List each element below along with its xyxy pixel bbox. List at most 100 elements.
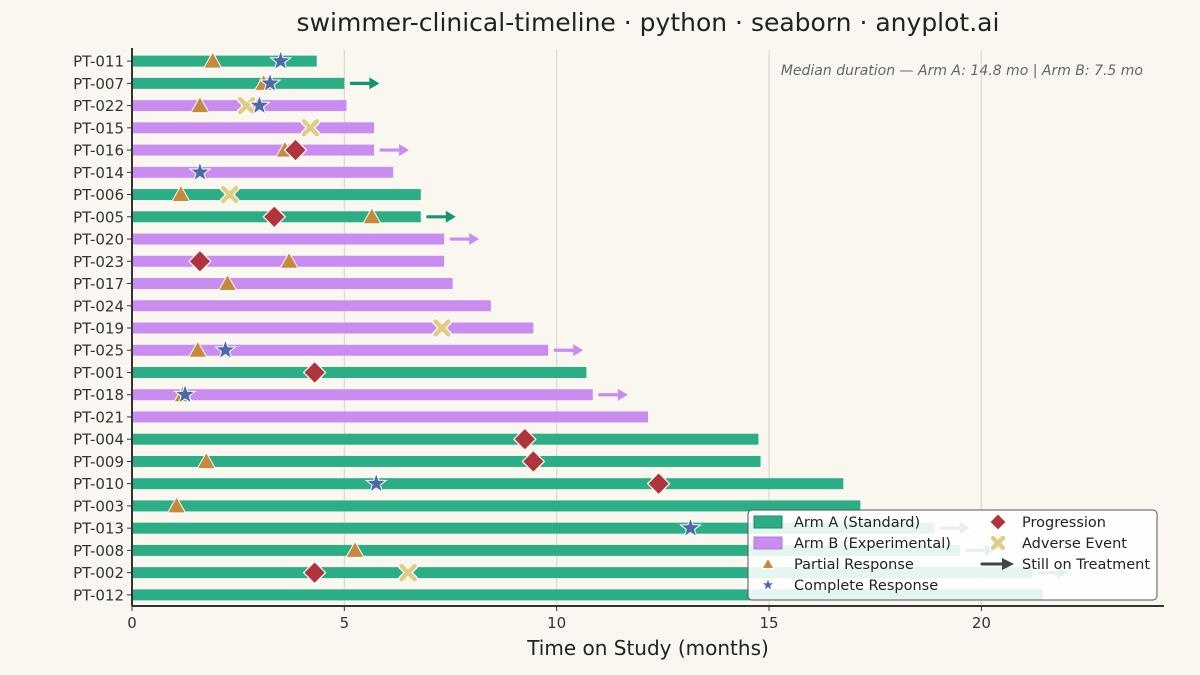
legend-item-partial: Partial Response xyxy=(761,557,914,573)
complete-response-marker xyxy=(269,49,293,71)
bar-pt-014 xyxy=(132,166,394,178)
y-tick-label: PT-007 xyxy=(73,75,124,93)
progression-marker xyxy=(988,512,1008,532)
complete-response-marker xyxy=(248,93,271,116)
y-tick-label: PT-004 xyxy=(73,431,124,449)
legend-label: Partial Response xyxy=(794,557,914,573)
bar-pt-003 xyxy=(132,500,861,512)
complete-response-marker xyxy=(188,160,212,183)
chart-title: swimmer-clinical-timeline · python · sea… xyxy=(297,8,1000,37)
complete-response-marker xyxy=(364,471,388,494)
legend-label: Arm A (Standard) xyxy=(794,515,920,531)
y-tick-label: PT-017 xyxy=(73,275,124,293)
progression-marker xyxy=(521,449,546,474)
legend: Arm A (Standard) Arm B (Experimental) Part… xyxy=(747,509,1158,601)
y-tick-label: PT-020 xyxy=(73,231,124,249)
bar-pt-018 xyxy=(132,389,593,401)
bar-pt-019 xyxy=(132,322,534,334)
adverse-event-marker xyxy=(236,95,257,116)
y-tick-label: PT-010 xyxy=(73,475,124,493)
ongoing-arrow xyxy=(449,233,480,246)
x-tick-label: 15 xyxy=(759,614,778,632)
event-markers-group xyxy=(166,49,702,585)
adverse-event-marker xyxy=(219,184,240,205)
partial-response-marker xyxy=(761,557,775,570)
complete-response-marker xyxy=(258,71,282,94)
legend-item-arm-b: Arm B (Experimental) xyxy=(753,536,951,552)
progression-marker xyxy=(646,471,671,496)
y-tick-label: PT-003 xyxy=(73,497,124,515)
x-tick-label: 20 xyxy=(972,614,991,632)
y-tick-label: PT-015 xyxy=(73,119,124,137)
bar-pt-011 xyxy=(132,55,317,67)
progression-marker xyxy=(302,560,327,585)
y-tick-label: PT-006 xyxy=(73,186,124,204)
x-tick-label: 0 xyxy=(127,614,137,632)
y-tick-label: PT-022 xyxy=(73,97,124,115)
bar-pt-009 xyxy=(132,455,761,467)
partial-response-marker xyxy=(196,451,217,469)
bar-pt-001 xyxy=(132,366,587,378)
bar-pt-022 xyxy=(132,100,347,112)
adverse-event-marker xyxy=(432,318,453,338)
adverse-event-marker xyxy=(300,117,321,138)
bar-pt-020 xyxy=(132,233,445,245)
x-tick-labels: 0 5 10 15 20 xyxy=(127,606,991,632)
x-axis-label: Time on Study (months) xyxy=(526,636,769,660)
ongoing-arrow xyxy=(553,344,584,357)
complete-response-marker xyxy=(760,576,776,592)
y-tick-label: PT-012 xyxy=(73,586,124,604)
complete-response-marker xyxy=(214,338,237,360)
partial-response-marker xyxy=(166,495,187,514)
complete-response-marker xyxy=(173,382,197,405)
adverse-event-marker xyxy=(398,562,419,583)
legend-item-arm-a: Arm A (Standard) xyxy=(753,515,920,531)
y-tick-label: PT-013 xyxy=(73,520,124,538)
y-tick-label: PT-019 xyxy=(73,320,124,338)
bar-pt-016 xyxy=(132,144,375,156)
y-tick-label: PT-001 xyxy=(73,364,124,382)
y-tick-label: PT-008 xyxy=(73,542,124,560)
partial-response-marker xyxy=(170,184,191,203)
legend-label: Progression xyxy=(1022,515,1106,531)
legend-item-adverse: Adverse Event xyxy=(989,534,1127,552)
legend-label: Still on Treatment xyxy=(1022,557,1150,573)
y-tick-label: PT-021 xyxy=(73,408,124,426)
legend-box xyxy=(747,509,1158,601)
partial-response-marker xyxy=(345,540,365,558)
y-tick-label: PT-014 xyxy=(73,164,124,182)
legend-label: Adverse Event xyxy=(1022,536,1127,552)
y-tick-label: PT-002 xyxy=(73,564,124,582)
y-tick-label: PT-018 xyxy=(73,386,124,404)
partial-response-marker xyxy=(362,206,382,225)
y-tick-label: PT-005 xyxy=(73,208,124,226)
partial-response-marker xyxy=(190,95,210,114)
complete-response-marker xyxy=(679,516,702,538)
ongoing-arrow xyxy=(598,388,628,401)
axes xyxy=(131,48,1164,607)
legend-item-complete: Complete Response xyxy=(760,576,938,594)
bar-pt-021 xyxy=(132,411,648,423)
progression-marker xyxy=(512,427,537,452)
y-tick-label: PT-024 xyxy=(73,297,124,315)
bar-pt-025 xyxy=(132,344,549,356)
bar-pt-002 xyxy=(132,567,1033,579)
progression-marker xyxy=(188,249,212,274)
bar-pt-013 xyxy=(132,522,935,534)
partial-response-marker xyxy=(187,340,208,358)
legend-label: Complete Response xyxy=(794,578,938,594)
y-tick-label: PT-025 xyxy=(73,342,124,360)
bar-pt-008 xyxy=(132,544,961,556)
median-annotation: Median duration — Arm A: 14.8 mo | Arm B… xyxy=(781,63,1143,79)
partial-response-marker xyxy=(279,251,299,269)
y-tick-labels: PT-011 PT-007 PT-022 PT-015 PT-016 PT-014 PT-0… xyxy=(73,53,132,604)
y-tick-label: PT-016 xyxy=(73,142,124,160)
y-tick-label: PT-011 xyxy=(73,53,124,71)
y-tick-label: PT-009 xyxy=(73,453,124,471)
legend-label: Arm B (Experimental) xyxy=(794,536,951,552)
legend-item-ongoing: Still on Treatment xyxy=(980,557,1150,573)
bar-pt-006 xyxy=(132,189,421,201)
bar-pt-007 xyxy=(132,77,345,89)
adverse-event-marker xyxy=(989,534,1007,552)
